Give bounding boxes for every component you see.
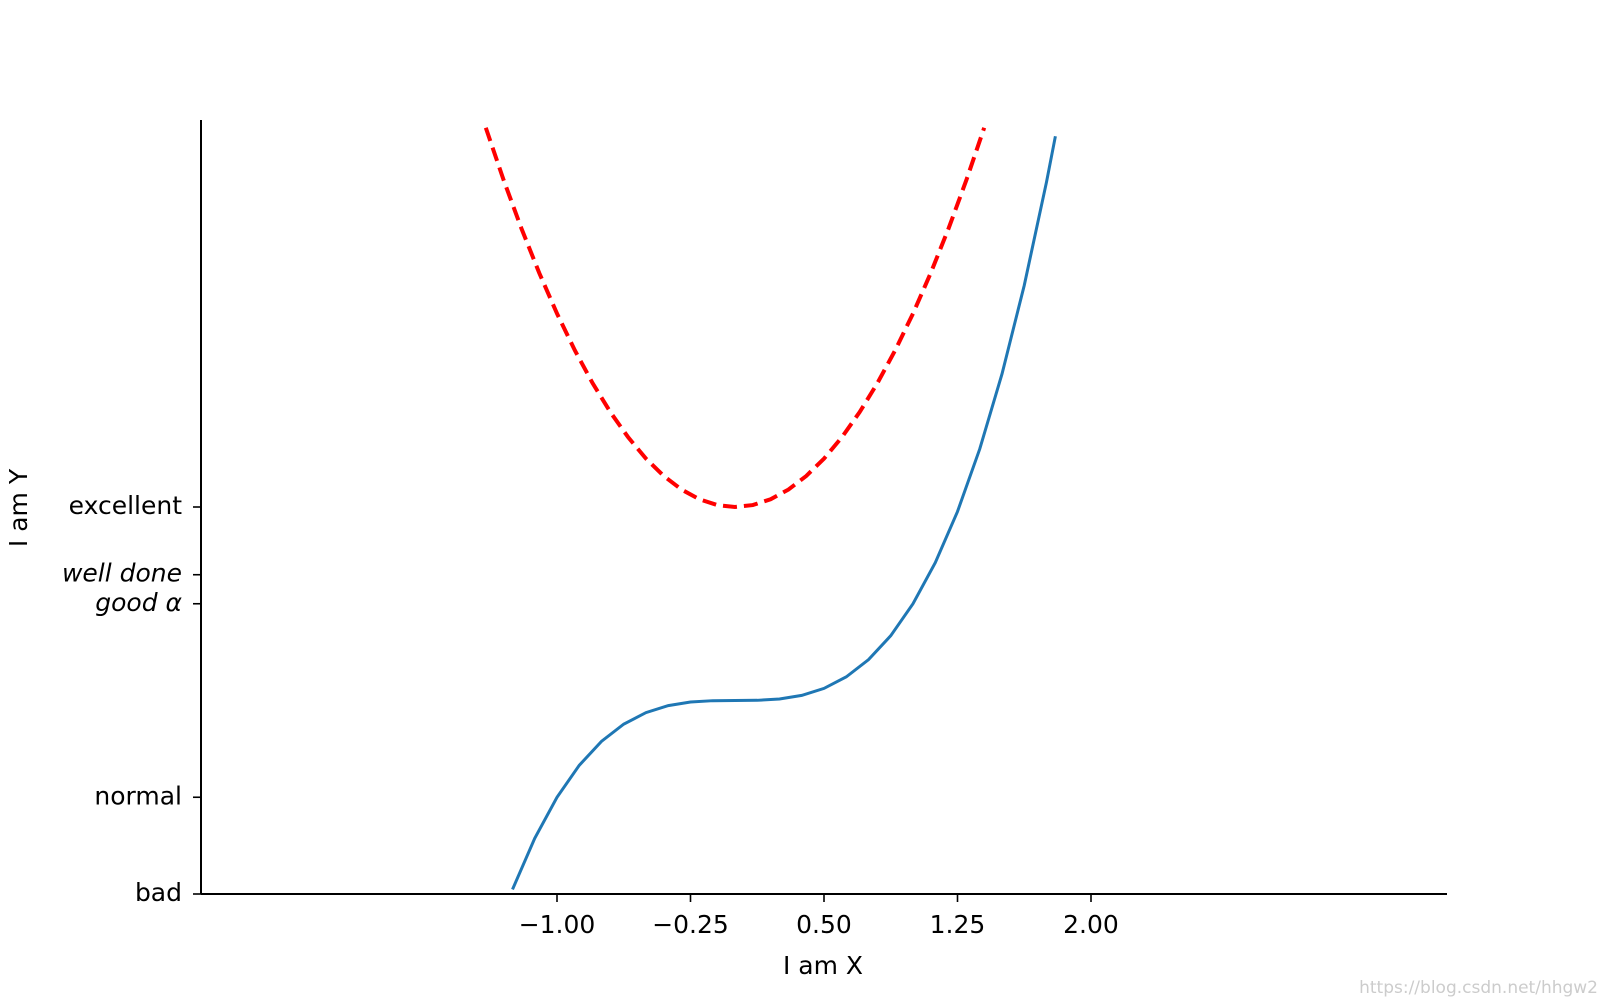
x-axis-label: I am X [783, 951, 863, 980]
x-tick-label: 1.25 [930, 910, 986, 939]
y-tick-label: bad [135, 878, 182, 907]
y-tick-label: excellent [69, 491, 183, 520]
y-axis-label: I am Y [4, 468, 33, 547]
line [511, 135, 1057, 891]
y-tick-label: well done [62, 559, 182, 588]
y-tick-label: normal [94, 781, 182, 810]
x-tick-label: −1.00 [519, 910, 596, 939]
watermark: https://blog.csdn.net/hhgw2 [1359, 978, 1598, 998]
x-tick-label: −0.25 [652, 910, 729, 939]
x-tick-label: 2.00 [1063, 910, 1119, 939]
line [483, 127, 987, 510]
x-tick-label: 0.50 [796, 910, 852, 939]
y-tick-label: good α [95, 588, 182, 617]
